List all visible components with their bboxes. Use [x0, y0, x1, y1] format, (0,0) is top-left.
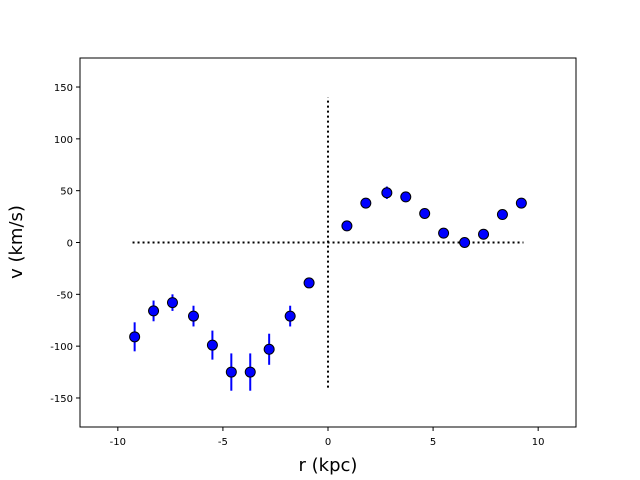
- data-point: [478, 228, 490, 240]
- x-tick-label: 0: [325, 437, 331, 448]
- data-markers: [129, 187, 527, 378]
- data-point: [187, 310, 199, 322]
- data-point: [284, 310, 296, 322]
- y-axis-ticks: -150 -100 -50 0 50 100 150: [50, 83, 80, 405]
- data-point: [438, 227, 450, 239]
- x-tick-label: -5: [218, 437, 228, 448]
- y-tick-label: 150: [54, 83, 73, 94]
- data-point: [148, 305, 160, 317]
- data-point: [341, 220, 353, 232]
- data-point: [459, 237, 471, 248]
- data-point: [419, 207, 431, 219]
- data-point: [381, 187, 393, 199]
- data-point: [496, 209, 508, 221]
- y-tick-label: 50: [60, 187, 73, 198]
- data-point: [244, 366, 256, 378]
- x-tick-label: 10: [532, 437, 545, 448]
- y-tick-label: -150: [50, 394, 73, 405]
- y-tick-label: 100: [54, 135, 73, 146]
- data-point: [515, 197, 527, 209]
- x-tick-label: 5: [430, 437, 436, 448]
- y-tick-label: 0: [67, 239, 73, 250]
- x-axis-ticks: -10 -5 0 5 10: [110, 427, 545, 448]
- guide-lines: [132, 97, 524, 388]
- data-point: [303, 277, 315, 289]
- data-point: [166, 297, 178, 309]
- y-axis-label: v (km/s): [6, 205, 27, 279]
- data-point: [400, 191, 412, 203]
- x-axis-label: r (kpc): [299, 455, 358, 476]
- x-tick-label: -10: [110, 437, 126, 448]
- data-point: [225, 366, 237, 378]
- data-point: [206, 339, 218, 351]
- y-tick-label: -50: [57, 290, 73, 301]
- data-point: [360, 197, 372, 209]
- data-point: [263, 343, 275, 355]
- y-tick-label: -100: [50, 342, 73, 353]
- data-point: [129, 331, 141, 343]
